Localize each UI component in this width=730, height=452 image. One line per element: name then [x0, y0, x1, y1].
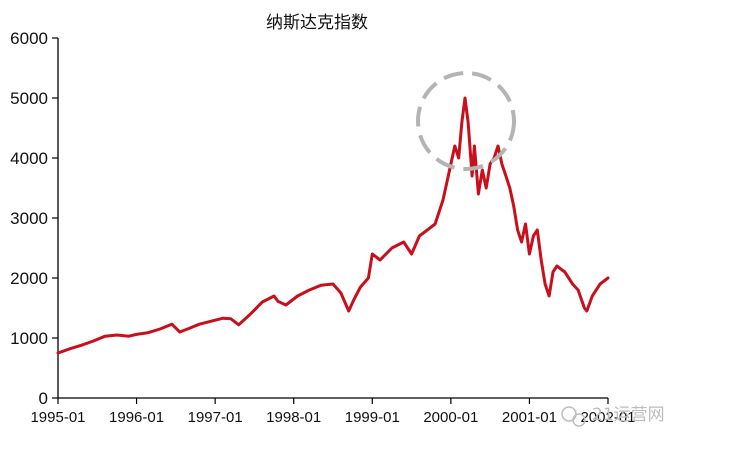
chart-title: 纳斯达克指数 [266, 13, 368, 33]
y-tick-label: 6000 [10, 29, 48, 48]
watermark: 21运营网 [561, 405, 665, 427]
x-tick-label: 2000-01 [423, 409, 478, 426]
y-tick-label: 5000 [10, 89, 48, 108]
y-tick-label: 4000 [10, 149, 48, 168]
x-tick-label: 2002-01 [580, 409, 635, 426]
x-tick-label: 1997-01 [188, 409, 243, 426]
x-tick-label: 1998-01 [266, 409, 321, 426]
nasdaq-index-line [56, 96, 610, 355]
x-tick-label: 1995-01 [30, 409, 85, 426]
y-tick-label: 3000 [10, 209, 48, 228]
x-tick-label: 1999-01 [345, 409, 400, 426]
y-tick-label: 2000 [10, 269, 48, 288]
watermark-text: 21运营网 [592, 405, 665, 425]
x-tick-label: 2001-01 [502, 409, 557, 426]
x-tick-label: 1996-01 [109, 409, 164, 426]
y-tick-label: 1000 [10, 329, 48, 348]
wechat-icon [561, 406, 586, 427]
peak-highlight-circle [416, 71, 516, 171]
y-tick-label: 0 [39, 389, 48, 408]
